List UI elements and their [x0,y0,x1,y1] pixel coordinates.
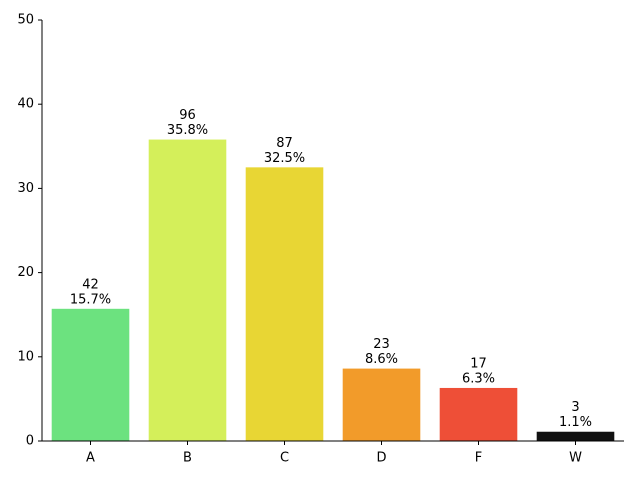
value-label: 35.8% [167,123,208,138]
x-tick-label: C [280,451,289,466]
y-tick-label: 50 [17,13,34,28]
bar [536,431,615,441]
y-tick-label: 10 [17,349,34,364]
value-label: 32.5% [264,151,305,166]
bar [245,167,324,441]
count-label: 23 [373,337,390,352]
count-label: 42 [82,277,99,292]
value-label: 15.7% [70,292,111,307]
bar [439,387,518,441]
x-tick-label: W [569,451,582,466]
value-label: 1.1% [559,415,592,430]
count-label: 87 [276,136,293,151]
x-tick-label: B [183,451,192,466]
x-tick-label: F [475,451,482,466]
x-tick-label: A [86,451,95,466]
x-tick-label: D [376,451,386,466]
bar [148,139,227,441]
value-label: 8.6% [365,352,398,367]
y-tick-label: 40 [17,97,34,112]
y-tick-label: 20 [17,265,34,280]
bar [51,308,130,441]
y-tick-label: 30 [17,181,34,196]
count-label: 96 [179,108,196,123]
count-label: 17 [470,356,487,371]
bar [342,368,421,441]
y-tick-label: 0 [26,434,34,449]
count-label: 3 [571,400,579,415]
value-label: 6.3% [462,371,495,386]
